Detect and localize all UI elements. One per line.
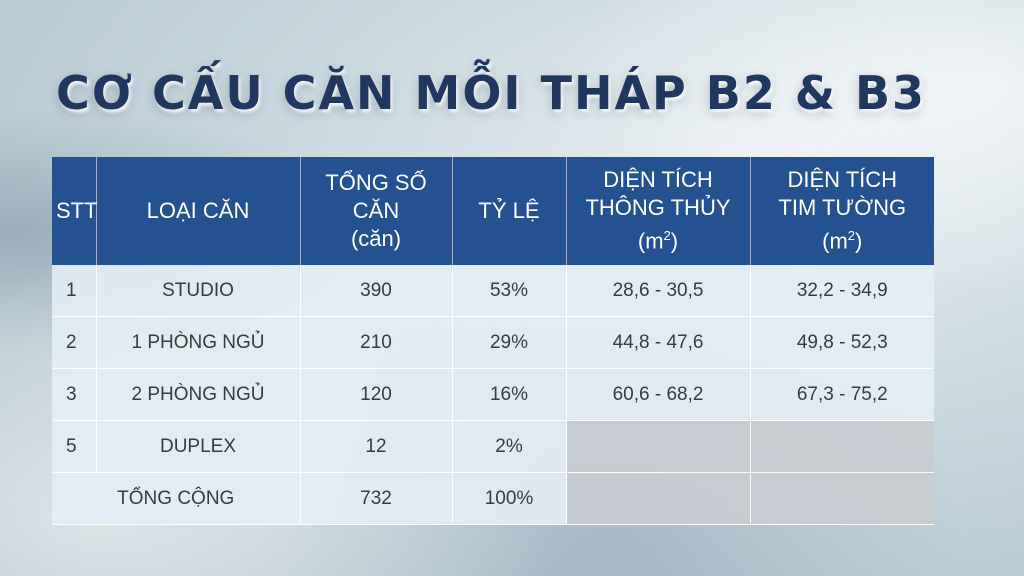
cell-so-can: 210 <box>300 316 453 369</box>
unit-structure-table: STT LOẠI CĂN TỔNG SỐ CĂN (căn) TỶ LỆ DIỆ… <box>52 157 934 525</box>
cell-total-thong-thuy-empty <box>566 472 751 525</box>
header-tong-so-can: TỔNG SỐ CĂN (căn) <box>300 157 453 265</box>
cell-tim-tuong: 49,8 - 52,3 <box>750 316 934 369</box>
cell-thong-thuy: 44,8 - 47,6 <box>566 316 751 369</box>
cell-ty-le: 16% <box>452 368 567 421</box>
cell-tim-tuong: 32,2 - 34,9 <box>750 265 934 317</box>
cell-loai-can: DUPLEX <box>96 420 301 473</box>
cell-so-can: 12 <box>300 420 453 473</box>
header-dien-tich-tim-tuong: DIỆN TÍCH TIM TƯỜNG (m2) <box>750 157 934 265</box>
header-dien-tich-thong-thuy: DIỆN TÍCH THÔNG THỦY (m2) <box>566 157 751 265</box>
cell-total-ty-le: 100% <box>452 472 567 525</box>
cell-stt: 5 <box>52 420 97 473</box>
cell-tim-tuong-empty <box>750 420 934 473</box>
cell-loai-can: 2 PHÒNG NGỦ <box>96 368 301 421</box>
cell-thong-thuy: 60,6 - 68,2 <box>566 368 751 421</box>
cell-stt: 1 <box>52 265 97 317</box>
header-stt: STT <box>52 157 98 265</box>
table-row: 2 1 PHÒNG NGỦ 210 29% 44,8 - 47,6 49,8 -… <box>52 316 934 369</box>
table-row: 3 2 PHÒNG NGỦ 120 16% 60,6 - 68,2 67,3 -… <box>52 368 934 421</box>
header-loai-can: LOẠI CĂN <box>96 157 301 265</box>
table-header-row: STT LOẠI CĂN TỔNG SỐ CĂN (căn) TỶ LỆ DIỆ… <box>52 157 934 265</box>
cell-ty-le: 2% <box>452 420 567 473</box>
cell-so-can: 390 <box>300 265 453 317</box>
cell-ty-le: 53% <box>452 265 567 317</box>
cell-loai-can: 1 PHÒNG NGỦ <box>96 316 301 369</box>
cell-stt: 2 <box>52 316 97 369</box>
cell-ty-le: 29% <box>452 316 567 369</box>
page-title: CƠ CẤU CĂN MỖI THÁP B2 & B3 <box>56 66 927 120</box>
cell-total-so-can: 732 <box>300 472 453 525</box>
header-ty-le: TỶ LỆ <box>452 157 567 265</box>
table-row: 1 STUDIO 390 53% 28,6 - 30,5 32,2 - 34,9 <box>52 265 934 317</box>
cell-total-label: TỔNG CỘNG <box>52 472 301 525</box>
cell-so-can: 120 <box>300 368 453 421</box>
cell-tim-tuong: 67,3 - 75,2 <box>750 368 934 421</box>
cell-thong-thuy: 28,6 - 30,5 <box>566 265 751 317</box>
table-total-row: TỔNG CỘNG 732 100% <box>52 472 934 525</box>
table-row: 5 DUPLEX 12 2% <box>52 420 934 473</box>
cell-loai-can: STUDIO <box>96 265 301 317</box>
cell-thong-thuy-empty <box>566 420 751 473</box>
cell-total-tim-tuong-empty <box>750 472 934 525</box>
cell-stt: 3 <box>52 368 97 421</box>
